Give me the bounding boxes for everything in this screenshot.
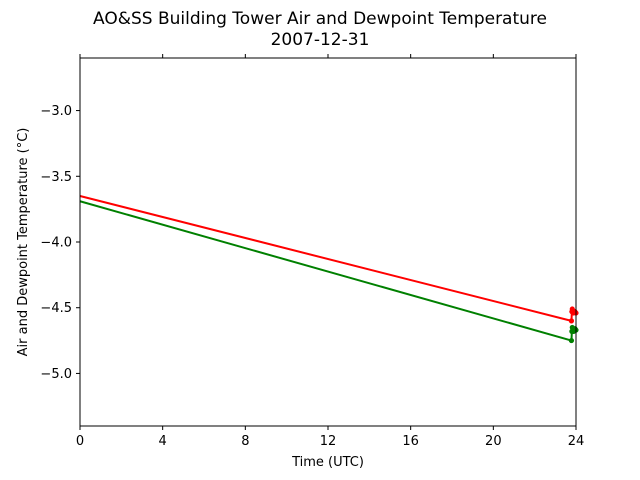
x-axis: 0 4 8 12 16 20 24 xyxy=(76,54,584,449)
y-axis: −3.0 −3.5 −4.0 −4.5 −5.0 xyxy=(40,104,80,382)
x-tick-label: 16 xyxy=(402,434,419,449)
x-tick-label: 0 xyxy=(76,434,84,449)
y-tick-label: −4.5 xyxy=(40,301,72,316)
chart-subtitle: 2007-12-31 xyxy=(271,30,370,50)
y-tick-label: −5.0 xyxy=(40,367,72,382)
x-tick-label: 12 xyxy=(320,434,337,449)
series-1-point xyxy=(568,337,575,344)
x-axis-label: Time (UTC) xyxy=(291,455,364,470)
y-tick-label: −3.0 xyxy=(40,104,72,119)
chart-title: AO&SS Building Tower Air and Dewpoint Te… xyxy=(93,9,547,29)
x-tick-label: 8 xyxy=(241,434,249,449)
y-tick-label: −3.5 xyxy=(40,170,72,185)
x-tick-label: 20 xyxy=(485,434,502,449)
series-0-point xyxy=(568,318,575,324)
y-tick-label: −4.0 xyxy=(40,236,72,251)
y-axis-label: Air and Dewpoint Temperature (°C) xyxy=(16,128,31,357)
x-tick-label: 24 xyxy=(568,434,585,449)
x-tick-label: 4 xyxy=(159,434,167,449)
